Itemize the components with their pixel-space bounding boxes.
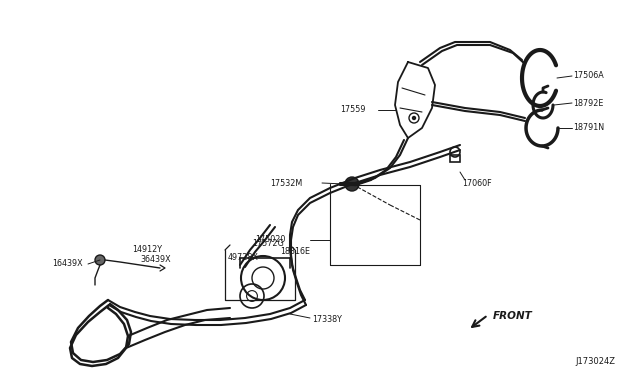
Circle shape bbox=[95, 255, 105, 265]
Text: 49728X: 49728X bbox=[228, 253, 259, 263]
Text: 36439X: 36439X bbox=[140, 256, 171, 264]
Text: 175020: 175020 bbox=[255, 235, 285, 244]
Text: 17559: 17559 bbox=[340, 106, 365, 115]
Text: J173024Z: J173024Z bbox=[575, 357, 615, 366]
Circle shape bbox=[345, 177, 359, 191]
Text: 18792E: 18792E bbox=[573, 99, 604, 108]
Text: 18791N: 18791N bbox=[573, 124, 604, 132]
Circle shape bbox=[413, 116, 415, 119]
Text: 18316E: 18316E bbox=[280, 247, 310, 257]
Text: 14912Y: 14912Y bbox=[132, 244, 162, 253]
Text: 17532M: 17532M bbox=[270, 179, 302, 187]
Bar bbox=[450, 155, 460, 162]
Text: 17060F: 17060F bbox=[462, 180, 492, 189]
Text: 16439X: 16439X bbox=[52, 260, 83, 269]
Text: FRONT: FRONT bbox=[493, 311, 532, 321]
Text: 17572G: 17572G bbox=[252, 240, 284, 248]
Text: 17506A: 17506A bbox=[573, 71, 604, 80]
Text: 17338Y: 17338Y bbox=[312, 314, 342, 324]
